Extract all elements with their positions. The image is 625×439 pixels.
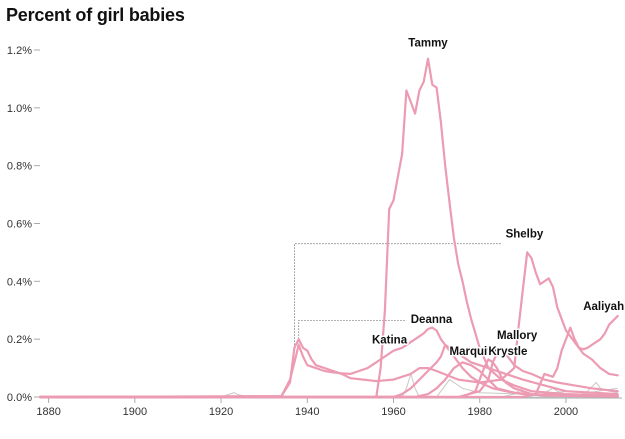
krystle-label-halo: Krystle bbox=[488, 346, 527, 358]
y-tick-label: 1.2% bbox=[7, 45, 32, 57]
x-tick-label: 1880 bbox=[36, 406, 60, 418]
y-tick-label: 0.2% bbox=[7, 334, 32, 346]
aaliyah-label: Aaliyah bbox=[583, 301, 624, 313]
x-tick-label: 1940 bbox=[295, 406, 319, 418]
chart-title: Percent of girl babies bbox=[6, 5, 185, 25]
mallory-label-halo: Mallory bbox=[497, 330, 538, 342]
background-series-line bbox=[40, 378, 618, 398]
y-tick-label: 0.4% bbox=[7, 276, 32, 288]
y-tick-label: 0.0% bbox=[7, 392, 32, 404]
marquita-series-line bbox=[38, 361, 619, 399]
mallory-label: Mallory bbox=[497, 330, 538, 342]
leader-lines bbox=[293, 243, 502, 345]
katina-series-line bbox=[38, 343, 619, 399]
deanna-label: Deanna bbox=[411, 314, 453, 326]
deanna-series-line bbox=[38, 326, 619, 399]
aaliyah-series-line bbox=[38, 314, 619, 399]
marquita-label: Marquita bbox=[450, 346, 499, 358]
x-tick-label: 1920 bbox=[209, 406, 233, 418]
krystle-series-line bbox=[38, 358, 619, 399]
x-tick-label: 1960 bbox=[381, 406, 405, 418]
shelby-label-halo: Shelby bbox=[506, 229, 544, 241]
y-tick-label: 1.0% bbox=[7, 103, 32, 115]
y-tick-label: 0.8% bbox=[7, 161, 32, 173]
aaliyah-label-halo: Aaliyah bbox=[583, 301, 624, 313]
tammy-label: Tammy bbox=[408, 38, 448, 50]
series-labels: TammyTammyShelbyShelbyAaliyahAaliyahDean… bbox=[370, 36, 625, 359]
marquita-label-halo: Marquita bbox=[450, 346, 499, 358]
deanna-label-halo: Deanna bbox=[411, 314, 453, 326]
krystle-label: Krystle bbox=[488, 346, 527, 358]
katina-label: Katina bbox=[372, 334, 408, 346]
tammy-series-line bbox=[38, 57, 619, 399]
shelby-label: Shelby bbox=[506, 229, 544, 241]
katina-label-halo: Katina bbox=[372, 334, 408, 346]
tammy-label-halo: Tammy bbox=[408, 38, 448, 50]
x-tick-label: 1900 bbox=[123, 406, 147, 418]
shelby-leader-line bbox=[293, 243, 502, 345]
x-tick-label: 1980 bbox=[467, 406, 491, 418]
y-tick-label: 0.6% bbox=[7, 219, 32, 231]
highlighted-series-group bbox=[38, 57, 619, 399]
axes: 0.0% 0.2% 0.4% 0.6% 0.8% 1.0% 1.2% 1880 1900 1920… bbox=[7, 45, 622, 418]
x-tick-label: 2000 bbox=[554, 406, 578, 418]
deanna-leader-line bbox=[298, 319, 407, 345]
shelby-series-line bbox=[38, 251, 619, 399]
